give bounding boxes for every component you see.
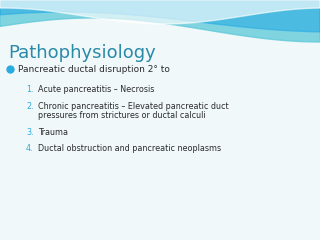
- Text: 3.: 3.: [26, 128, 34, 137]
- Text: Ductal obstruction and pancreatic neoplasms: Ductal obstruction and pancreatic neopla…: [38, 144, 221, 153]
- Text: Pathophysiology: Pathophysiology: [8, 44, 156, 62]
- Text: 1.: 1.: [26, 85, 34, 94]
- Text: Pancreatic ductal disruption 2° to: Pancreatic ductal disruption 2° to: [18, 65, 170, 73]
- Text: Chronic pancreatitis – Elevated pancreatic duct: Chronic pancreatitis – Elevated pancreat…: [38, 102, 228, 111]
- Text: 2.: 2.: [26, 102, 34, 111]
- Text: pressures from strictures or ductal calculi: pressures from strictures or ductal calc…: [38, 111, 206, 120]
- Text: Trauma: Trauma: [38, 128, 68, 137]
- Text: Acute pancreatitis – Necrosis: Acute pancreatitis – Necrosis: [38, 85, 154, 94]
- Text: 4.: 4.: [26, 144, 34, 153]
